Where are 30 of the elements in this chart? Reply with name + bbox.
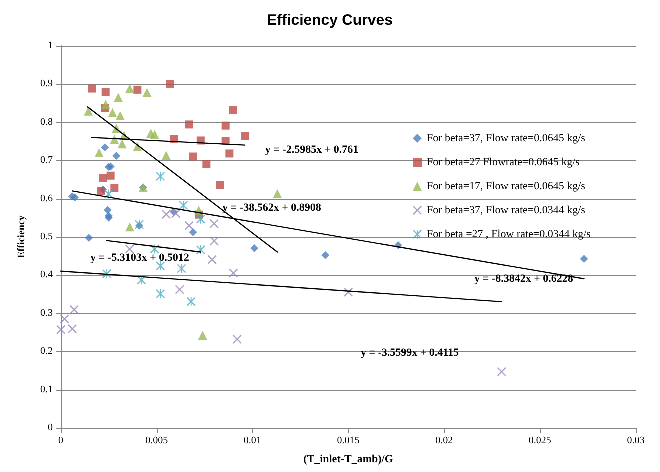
legend-label: For beta=17, Flow rate=0.0645 kg/s	[427, 180, 586, 192]
annotation: y = -38.562x + 0.8908	[222, 202, 322, 214]
legend-label: For beta=27 Flowrate=0.0645 kg/s	[427, 156, 580, 168]
y-tick-label: 0.4	[40, 270, 53, 281]
chart-title: Efficiency Curves	[267, 12, 393, 29]
annotation: y = -3.5599x + 0.4115	[360, 347, 460, 359]
x-tick-label: 0.01	[244, 436, 262, 446]
x-axis-title: (T_inlet-T_amb)/G	[304, 454, 394, 466]
x-tick-label: 0.005	[146, 436, 168, 446]
legend-label: For beta=37, Flow rate=0.0344 kg/s	[427, 204, 586, 216]
y-tick-label: 0.9	[40, 78, 53, 90]
y-tick-label: 0.2	[40, 346, 53, 358]
y-tick-label: 0.3	[40, 308, 53, 319]
x-tick-label: 0	[58, 436, 64, 446]
annotation: y = -2.5985x + 0.761	[265, 144, 359, 156]
legend-label: For beta=37, Flow rate=0.0645 kg/s	[427, 132, 586, 144]
x-tick-label: 0.03	[627, 436, 645, 446]
y-tick-label: 0	[48, 422, 53, 434]
y-axis-title: Efficiency	[16, 216, 28, 258]
x-tick-label: 0.015	[337, 436, 360, 446]
y-tick-label: 0.7	[40, 155, 53, 166]
x-tick-label: 0.025	[528, 436, 552, 446]
x-tick-label: 0.02	[436, 436, 454, 446]
legend-label: For beta =27 , Flow rate=0.0344 kg/s	[427, 228, 591, 240]
y-tick-label: 0.5	[40, 232, 53, 242]
annotation: y = -5.3103x + 0.5012	[90, 252, 190, 264]
y-tick-label: 0.6	[40, 193, 53, 204]
y-tick-label: 0.1	[40, 384, 53, 396]
y-tick-label: 1	[48, 40, 53, 52]
y-tick-label: 0.8	[40, 116, 53, 128]
